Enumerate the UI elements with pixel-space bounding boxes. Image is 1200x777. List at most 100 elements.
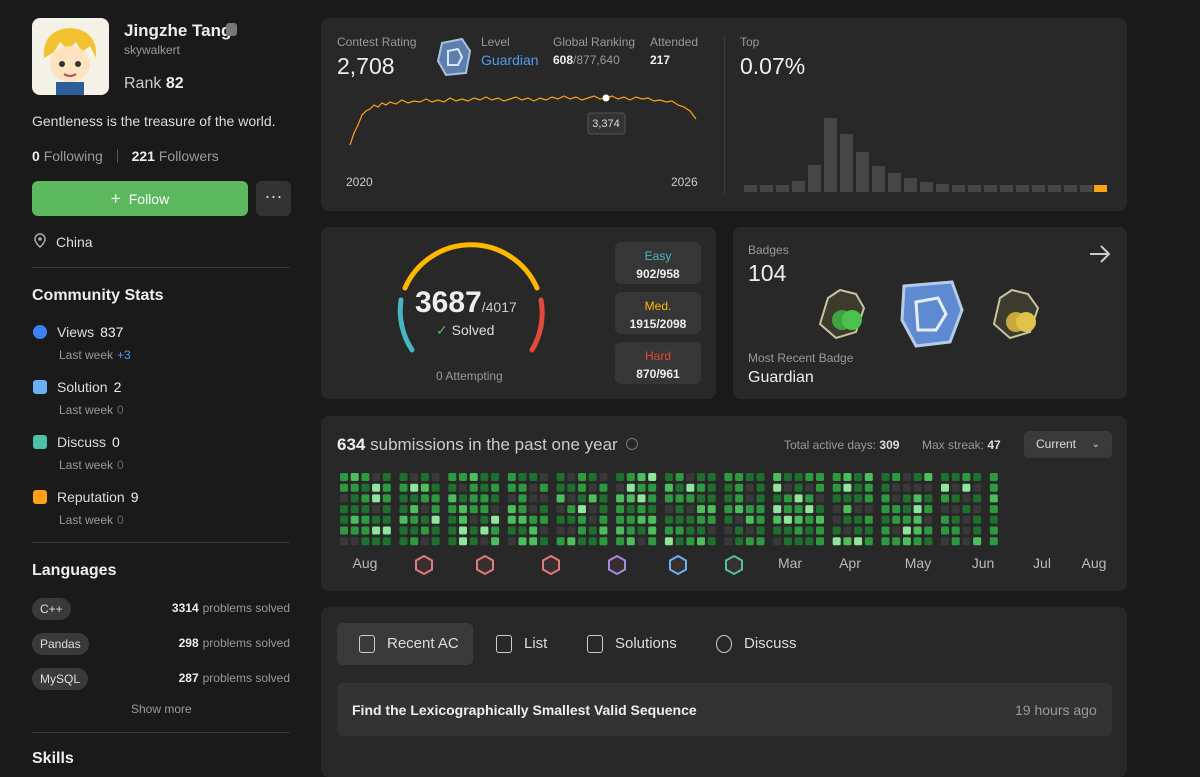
heatmap-cell	[567, 483, 576, 492]
solved-count: 3687	[415, 286, 482, 319]
heatmap-cell	[399, 505, 408, 514]
heatmap-cell	[578, 483, 586, 492]
tab-icon	[716, 635, 732, 653]
heatmap-cell	[816, 494, 824, 503]
heatmap-cell	[480, 483, 489, 492]
heatmap-cell	[973, 515, 982, 524]
heatmap-cell	[832, 473, 841, 481]
heatmap-cell	[805, 494, 814, 503]
heatmap-cell	[675, 537, 684, 546]
tab[interactable]: Recent AC	[387, 635, 459, 652]
rating-chart: 3,374	[349, 94, 697, 146]
heatmap-cell	[783, 537, 792, 546]
heatmap-cell	[648, 473, 657, 481]
difficulty-value: 1915/2098	[629, 317, 687, 331]
heatmap-cell	[724, 483, 733, 492]
ranking-total: /877,640	[573, 53, 620, 67]
heatmap-cell	[556, 515, 565, 524]
tab-icon	[496, 635, 512, 653]
difficulty-name: Hard	[644, 349, 671, 363]
heatmap-cell	[588, 505, 597, 514]
recent-badge: Guardian	[748, 369, 814, 386]
stat-icon	[33, 325, 47, 339]
heatmap-cell	[724, 505, 733, 514]
heatmap-cell	[410, 483, 419, 492]
heatmap-cell	[707, 483, 716, 492]
heatmap-cell	[756, 537, 765, 546]
name: Jingzhe Tang	[124, 21, 232, 40]
heatmap-cell	[794, 505, 803, 514]
heatmap-cell	[697, 537, 705, 546]
heatmap-cell	[816, 515, 824, 524]
heatmap-cell	[707, 494, 716, 503]
heatmap-cell	[469, 515, 478, 524]
heatmap-cell	[420, 483, 429, 492]
heatmap-cell	[951, 515, 960, 524]
heatmap-cell	[361, 483, 370, 492]
heatmap-cell	[382, 483, 391, 492]
heatmap-cell	[420, 505, 429, 514]
heatmap-cell	[340, 473, 348, 481]
divider	[116, 149, 118, 163]
heatmap-cell	[431, 483, 440, 492]
rect	[904, 178, 917, 192]
heatmap-cell	[675, 483, 684, 492]
heatmap-cell	[832, 483, 841, 492]
period-select[interactable]: Current ⌄	[1024, 431, 1112, 458]
heatmap-cell	[854, 473, 863, 481]
rect	[1000, 185, 1013, 192]
heatmap-cell	[459, 515, 467, 524]
heatmap-cell	[892, 526, 901, 535]
tab[interactable]: Solutions	[615, 635, 677, 652]
heatmap-cell	[529, 515, 538, 524]
heatmap-cell	[697, 515, 705, 524]
circle	[59, 61, 65, 67]
heatmap-cell	[756, 515, 765, 524]
heatmap-cell	[556, 494, 565, 503]
heatmap-cell	[431, 526, 440, 535]
solved-ring	[397, 242, 545, 353]
tab[interactable]: Discuss	[744, 635, 797, 652]
ranking: 608/877,640	[553, 53, 620, 67]
heatmap-cell	[410, 505, 419, 514]
heatmap-cell	[556, 505, 565, 514]
show-more[interactable]: Show more	[131, 702, 192, 716]
arrow-icon[interactable]	[1088, 243, 1112, 265]
heatmap-cell	[410, 515, 419, 524]
heatmap-cell	[951, 526, 960, 535]
solved-label: Solved	[451, 322, 495, 338]
stat-sub: Last week 0	[59, 513, 124, 527]
heatmap-cell	[951, 483, 960, 492]
followers-label: Followers	[158, 148, 219, 164]
stat-sub-label: Last week	[59, 458, 114, 472]
heatmap-cell	[675, 515, 684, 524]
heatmap-cell	[805, 483, 814, 492]
chevron: ⌄	[1091, 439, 1100, 450]
tab[interactable]: List	[524, 635, 548, 652]
heatmap-cell	[805, 473, 814, 481]
rating-label: Contest Rating	[337, 35, 417, 49]
heatmap-cell	[459, 537, 467, 546]
heatmap-cell	[773, 494, 782, 503]
recent-row[interactable]	[337, 683, 1112, 736]
stat-row: Reputation 9	[57, 489, 139, 505]
month-label: May	[905, 555, 931, 571]
heatmap-cell	[539, 526, 548, 535]
follow-button[interactable]: + Follow	[32, 181, 248, 216]
ellipse	[50, 46, 90, 82]
heatmap-cell	[361, 537, 370, 546]
more-button[interactable]: ···	[256, 181, 291, 216]
stat-sub-value: +3	[117, 348, 131, 362]
heatmap-cell	[707, 526, 716, 535]
month-label: Jul	[1033, 555, 1051, 571]
heatmap-cell	[843, 515, 852, 524]
heatmap-cell	[962, 526, 971, 535]
heatmap-cell	[843, 494, 852, 503]
recent-badge-label: Most Recent Badge	[748, 351, 854, 365]
heatmap-cell	[816, 473, 824, 481]
tab-icon	[587, 635, 603, 653]
check-icon: ✓	[436, 322, 448, 338]
heatmap-cell	[420, 515, 429, 524]
heatmap-cell	[469, 473, 478, 481]
heatmap-cell	[854, 483, 863, 492]
